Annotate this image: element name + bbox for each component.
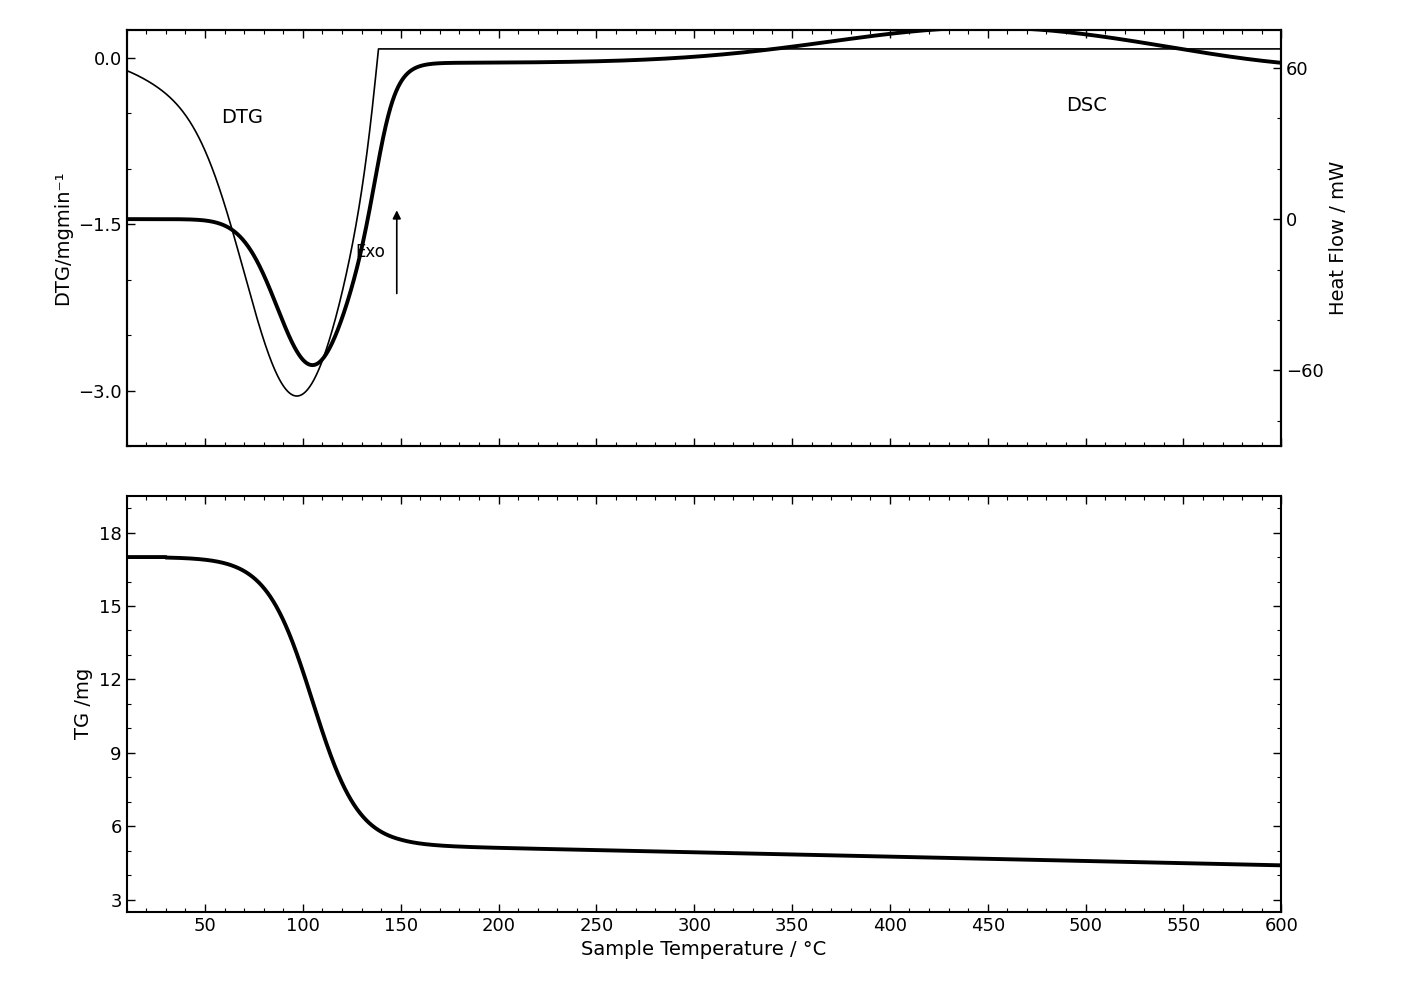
Y-axis label: TG /mg: TG /mg bbox=[75, 668, 93, 739]
Text: DTG: DTG bbox=[221, 107, 263, 126]
X-axis label: Sample Temperature / °C: Sample Temperature / °C bbox=[582, 940, 826, 959]
Y-axis label: Heat Flow / mW: Heat Flow / mW bbox=[1329, 161, 1349, 316]
Y-axis label: DTG/mgmin⁻¹: DTG/mgmin⁻¹ bbox=[54, 170, 73, 306]
Text: Exo: Exo bbox=[355, 242, 384, 261]
Text: DSC: DSC bbox=[1066, 96, 1107, 115]
